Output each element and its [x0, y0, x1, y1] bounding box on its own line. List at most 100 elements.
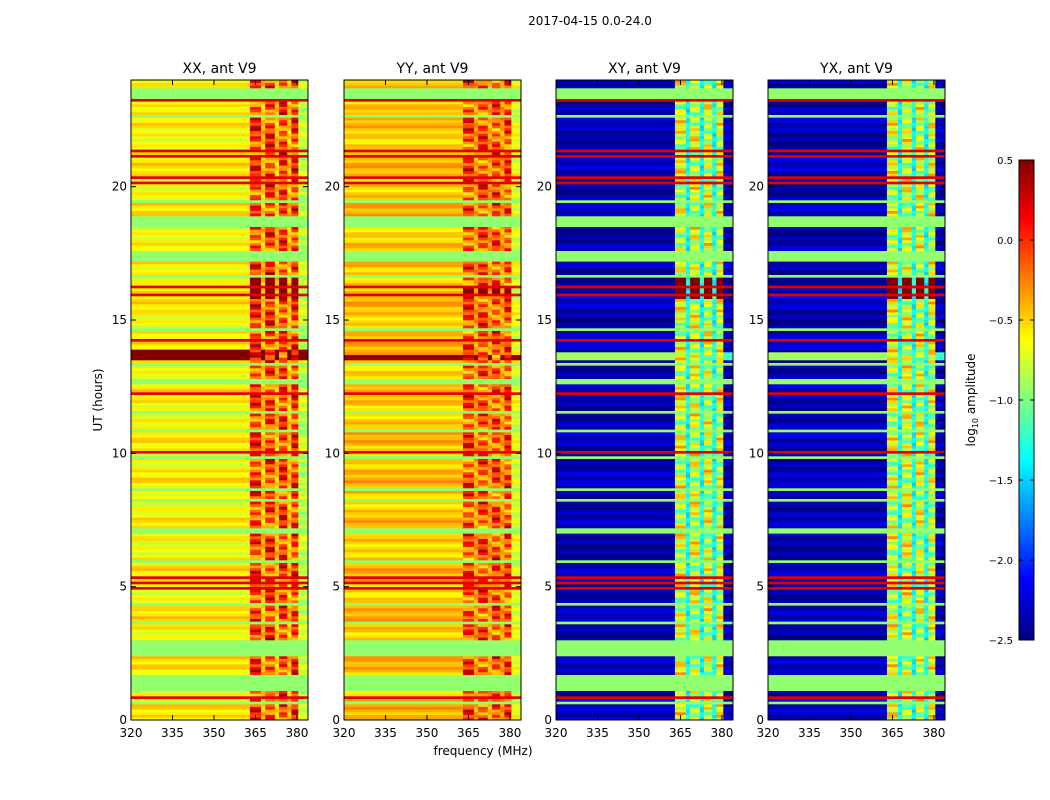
heatmap-cell: [249, 442, 262, 446]
heatmap-cell: [500, 208, 505, 211]
heatmap-cell: [500, 525, 505, 529]
heatmap-cell: [511, 320, 522, 323]
heatmap-cell: [712, 613, 717, 617]
heatmap-cell: [500, 210, 505, 214]
heatmap-cell: [685, 669, 691, 673]
heatmap-cell: [274, 224, 280, 227]
heatmap-cell: [556, 573, 676, 577]
heatmap-cell: [699, 696, 705, 699]
heatmap-cell: [500, 584, 505, 587]
heatmap-cell: [491, 642, 501, 646]
heatmap-cell: [478, 565, 489, 569]
heatmap-cell: [462, 624, 475, 627]
heatmap-cell: [274, 309, 280, 313]
heatmap-cell: [131, 509, 251, 513]
heatmap-cell: [703, 562, 713, 566]
heatmap-cell: [462, 194, 475, 198]
heatmap-cell: [716, 674, 724, 678]
heatmap-cell: [462, 656, 475, 659]
heatmap-cell: [685, 666, 691, 670]
heatmap-cell: [511, 445, 522, 449]
heatmap-cell: [274, 685, 280, 689]
heatmap-cell: [298, 152, 309, 155]
heatmap-cell: [291, 458, 299, 462]
heatmap-cell: [478, 717, 489, 721]
heatmap-cell: [298, 221, 309, 225]
heatmap-cell: [487, 221, 493, 225]
heatmap-cell: [487, 333, 493, 337]
heatmap-cell: [690, 568, 701, 571]
heatmap-cell: [487, 133, 493, 137]
heatmap-cell: [287, 432, 292, 435]
heatmap-cell: [478, 386, 489, 390]
heatmap-cell: [265, 560, 276, 563]
heatmap-cell: [504, 293, 512, 297]
heatmap-cell: [712, 562, 717, 566]
heatmap-cell: [274, 88, 280, 91]
heatmap-cell: [478, 480, 489, 483]
heatmap-cell: [473, 448, 479, 451]
heatmap-cell: [473, 293, 479, 297]
heatmap-cell: [556, 549, 676, 553]
heatmap-cell: [491, 314, 501, 318]
heatmap-cell: [473, 216, 479, 219]
heatmap-cell: [249, 277, 262, 281]
heatmap-cell: [131, 194, 251, 198]
heatmap-cell: [260, 338, 266, 342]
heatmap-cell: [260, 205, 266, 209]
heatmap-cell: [249, 168, 262, 171]
heatmap-cell: [511, 650, 522, 654]
heatmap-cell: [504, 138, 512, 142]
heatmap-cell: [274, 677, 280, 681]
heatmap-cell: [487, 368, 493, 371]
heatmap-cell: [274, 200, 280, 203]
heatmap-cell: [504, 568, 512, 571]
heatmap-cell: [478, 210, 489, 214]
heatmap-cell: [703, 578, 713, 582]
heatmap-cell: [298, 589, 309, 593]
heatmap-cell: [478, 264, 489, 267]
heatmap-cell: [278, 138, 288, 142]
heatmap-cell: [265, 434, 276, 438]
heatmap-cell: [478, 130, 489, 134]
heatmap-cell: [491, 152, 501, 155]
heatmap-cell: [298, 317, 309, 321]
heatmap-cell: [462, 402, 475, 406]
heatmap-cell: [265, 696, 276, 699]
heatmap-cell: [473, 458, 479, 462]
heatmap-cell: [716, 696, 724, 699]
heatmap-cell: [344, 696, 464, 699]
heatmap-cell: [511, 253, 522, 257]
heatmap-cell: [298, 200, 309, 203]
heatmap-cell: [716, 618, 724, 622]
heatmap-cell: [344, 592, 464, 595]
heatmap-cell: [287, 616, 292, 619]
heatmap-cell: [265, 208, 276, 211]
heatmap-cell: [699, 693, 705, 697]
heatmap-cell: [291, 648, 299, 651]
heatmap-cell: [265, 274, 276, 278]
heatmap-cell: [487, 136, 493, 139]
heatmap-cell: [478, 573, 489, 577]
heatmap-cell: [291, 320, 299, 323]
heatmap-cell: [278, 224, 288, 227]
heatmap-cell: [473, 226, 479, 230]
heatmap-cell: [287, 370, 292, 374]
heatmap-cell: [723, 578, 734, 582]
heatmap-cell: [344, 138, 464, 142]
heatmap-cell: [287, 325, 292, 329]
heatmap-cell: [504, 528, 512, 531]
heatmap-cell: [291, 200, 299, 203]
heatmap-cell: [274, 698, 280, 702]
heatmap-cell: [298, 357, 309, 361]
heatmap-cell: [249, 282, 262, 286]
heatmap-cell: [131, 360, 251, 363]
heatmap-cell: [699, 674, 705, 678]
heatmap-cell: [462, 224, 475, 227]
heatmap-cell: [249, 680, 262, 683]
heatmap-cell: [274, 472, 280, 475]
heatmap-cell: [478, 237, 489, 241]
heatmap-cell: [473, 610, 479, 614]
heatmap-cell: [473, 360, 479, 363]
heatmap-cell: [298, 656, 309, 659]
